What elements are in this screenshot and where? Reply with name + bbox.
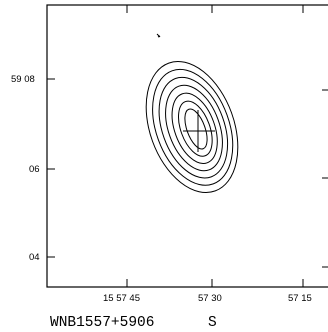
x-tick-label: 15 57 45	[103, 293, 140, 304]
contour-level-4	[165, 84, 223, 172]
band-label: S	[208, 315, 217, 331]
contour-level-3	[158, 76, 229, 179]
contour-level-7	[184, 108, 208, 150]
noise-speck	[156, 33, 161, 38]
y-tick-label: 06	[29, 164, 40, 175]
source-name: WNB1557+5906	[50, 315, 154, 331]
center-cross-marker	[183, 110, 215, 152]
y-tick-label: 59 08	[11, 74, 35, 85]
contour-level-5	[171, 92, 218, 164]
contour-level-2	[152, 68, 234, 186]
x-tick-label: 57 30	[198, 293, 222, 304]
axis-ticks	[47, 5, 328, 287]
y-tick-label: 04	[29, 252, 40, 263]
contour-level-1	[145, 61, 239, 193]
contour-lines	[145, 61, 239, 193]
plot-frame	[46, 4, 328, 288]
contour-level-6	[178, 100, 213, 157]
x-tick-label: 57 15	[288, 293, 312, 304]
